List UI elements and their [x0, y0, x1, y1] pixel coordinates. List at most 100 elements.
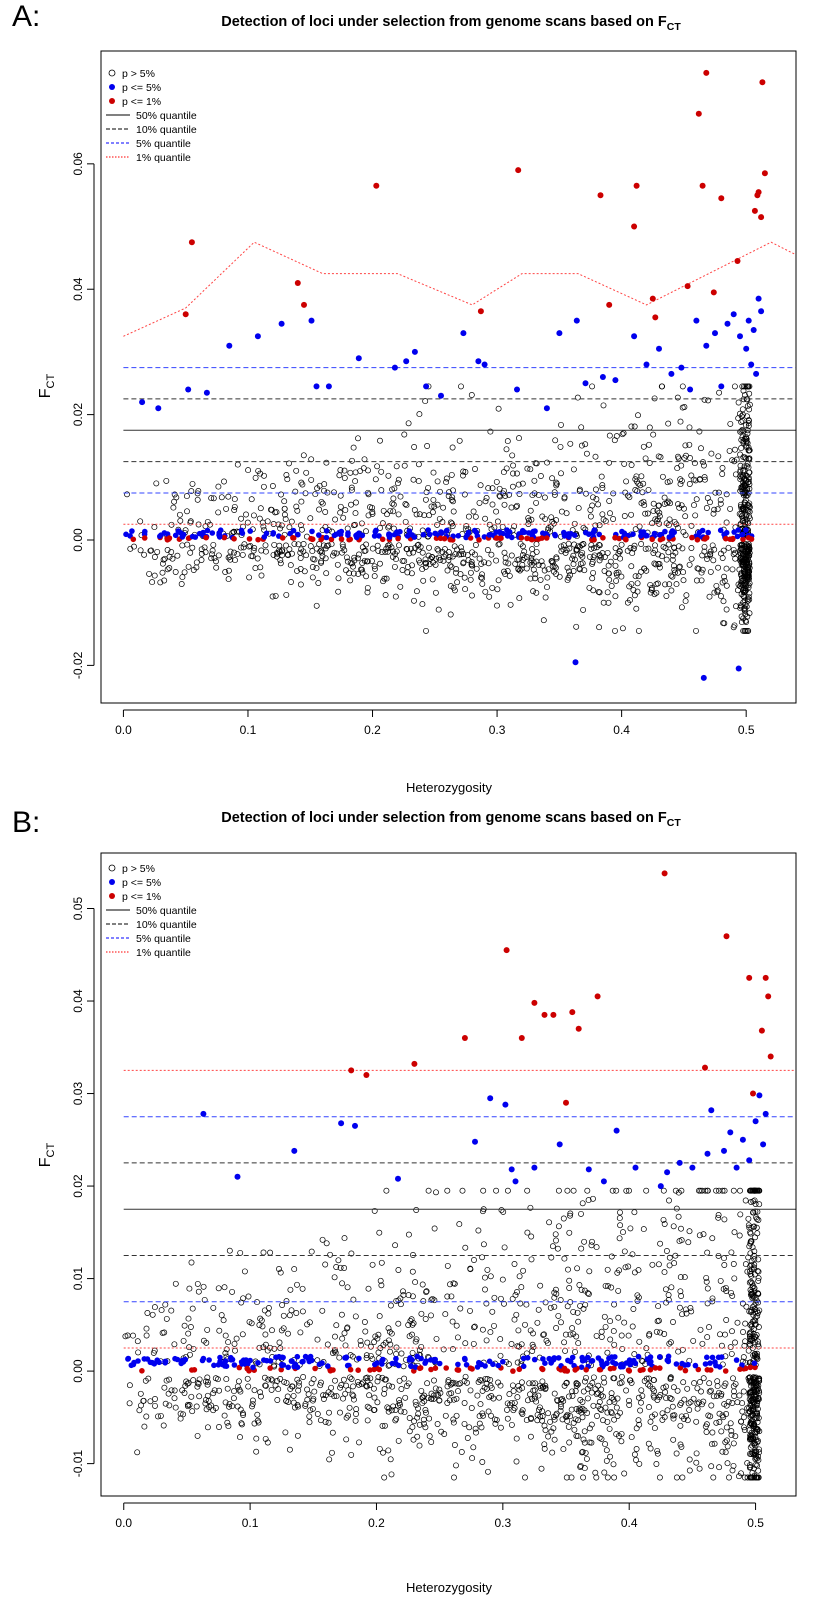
data-point	[740, 383, 747, 390]
data-point	[531, 999, 538, 1006]
data-point	[699, 552, 706, 559]
data-point	[514, 386, 520, 393]
data-point	[514, 1359, 521, 1366]
data-point	[193, 1403, 200, 1410]
data-point	[690, 1337, 697, 1344]
data-point	[231, 503, 238, 510]
data-point	[628, 423, 635, 430]
y-axis: -0.020.000.020.040.06	[71, 152, 95, 679]
data-point	[432, 589, 439, 596]
data-point	[494, 602, 500, 609]
data-point	[281, 498, 288, 505]
data-point	[737, 333, 743, 340]
data-point	[174, 552, 181, 559]
data-point	[696, 1465, 703, 1472]
data-point	[529, 546, 536, 553]
data-point	[557, 443, 564, 450]
data-point-red	[139, 1368, 145, 1374]
data-point	[482, 588, 489, 595]
data-point	[508, 1166, 515, 1173]
y-tick-label: 0.05	[71, 897, 85, 921]
data-point	[617, 1209, 623, 1216]
data-point	[687, 1305, 694, 1311]
data-point	[599, 485, 606, 491]
data-point	[580, 541, 587, 548]
data-point	[332, 1349, 339, 1356]
x-axis: 0.0 0.1 0.2 0.3 0.4 0.5	[115, 1502, 764, 1530]
data-point	[210, 541, 217, 548]
data-point	[738, 486, 745, 493]
data-point	[325, 1419, 332, 1426]
data-point	[448, 563, 455, 570]
data-point	[685, 1400, 692, 1407]
data-point	[611, 1375, 618, 1382]
data-point	[405, 1322, 412, 1328]
data-point	[592, 453, 599, 460]
data-point	[574, 1381, 581, 1388]
data-point	[256, 1322, 263, 1328]
data-point	[476, 1420, 483, 1427]
data-point	[753, 1224, 760, 1231]
data-point	[369, 510, 376, 517]
data-point	[231, 496, 238, 503]
data-point	[525, 517, 532, 524]
series-p-le-5	[139, 295, 765, 681]
legend-label: p <= 1%	[122, 96, 161, 108]
data-point	[365, 491, 372, 498]
data-point	[422, 398, 429, 405]
data-point	[344, 1284, 351, 1291]
data-point	[605, 562, 612, 569]
data-point	[748, 361, 755, 368]
data-point-blue	[125, 1356, 131, 1362]
data-point	[134, 1338, 141, 1345]
data-point	[224, 1385, 231, 1392]
data-point	[475, 1227, 482, 1234]
data-point	[722, 1331, 728, 1338]
data-point	[732, 1380, 739, 1387]
data-point	[721, 1187, 728, 1194]
data-point	[558, 1319, 564, 1326]
data-point	[700, 1231, 707, 1238]
data-point	[450, 1416, 457, 1423]
data-point	[633, 473, 640, 480]
data-point	[382, 549, 389, 555]
data-point	[378, 1259, 385, 1266]
data-point	[534, 1417, 541, 1424]
data-point	[732, 446, 738, 453]
data-point-blue	[464, 532, 471, 538]
data-point	[395, 1297, 402, 1304]
data-point	[727, 1129, 734, 1136]
data-point	[377, 437, 383, 444]
data-point	[701, 396, 708, 403]
data-point	[425, 1187, 432, 1194]
data-point	[387, 507, 394, 514]
data-point-red	[682, 1367, 689, 1374]
data-point	[607, 558, 614, 565]
data-point-red	[290, 535, 297, 541]
y-tick-label: 0.00	[71, 528, 85, 552]
data-point	[549, 1243, 556, 1250]
data-point	[411, 597, 417, 604]
data-point	[696, 1379, 703, 1386]
data-point	[497, 493, 504, 500]
data-point	[538, 558, 545, 565]
data-point	[506, 491, 513, 498]
y-tick-label: 0.04	[71, 989, 85, 1013]
data-point	[188, 488, 195, 495]
data-point	[662, 1389, 669, 1396]
data-point	[540, 617, 547, 624]
data-point	[460, 559, 467, 566]
data-point	[220, 1317, 227, 1324]
data-point	[716, 1464, 723, 1471]
data-point	[249, 1400, 256, 1407]
data-point	[704, 556, 710, 562]
data-point-red	[312, 1365, 318, 1372]
data-point	[378, 487, 385, 494]
data-point	[276, 1266, 282, 1272]
data-point	[616, 1215, 623, 1222]
data-point-blue	[418, 1355, 424, 1362]
data-point	[284, 476, 291, 483]
data-point-blue	[495, 1362, 502, 1369]
data-point-red	[647, 1367, 654, 1373]
data-point-red	[722, 1368, 729, 1374]
